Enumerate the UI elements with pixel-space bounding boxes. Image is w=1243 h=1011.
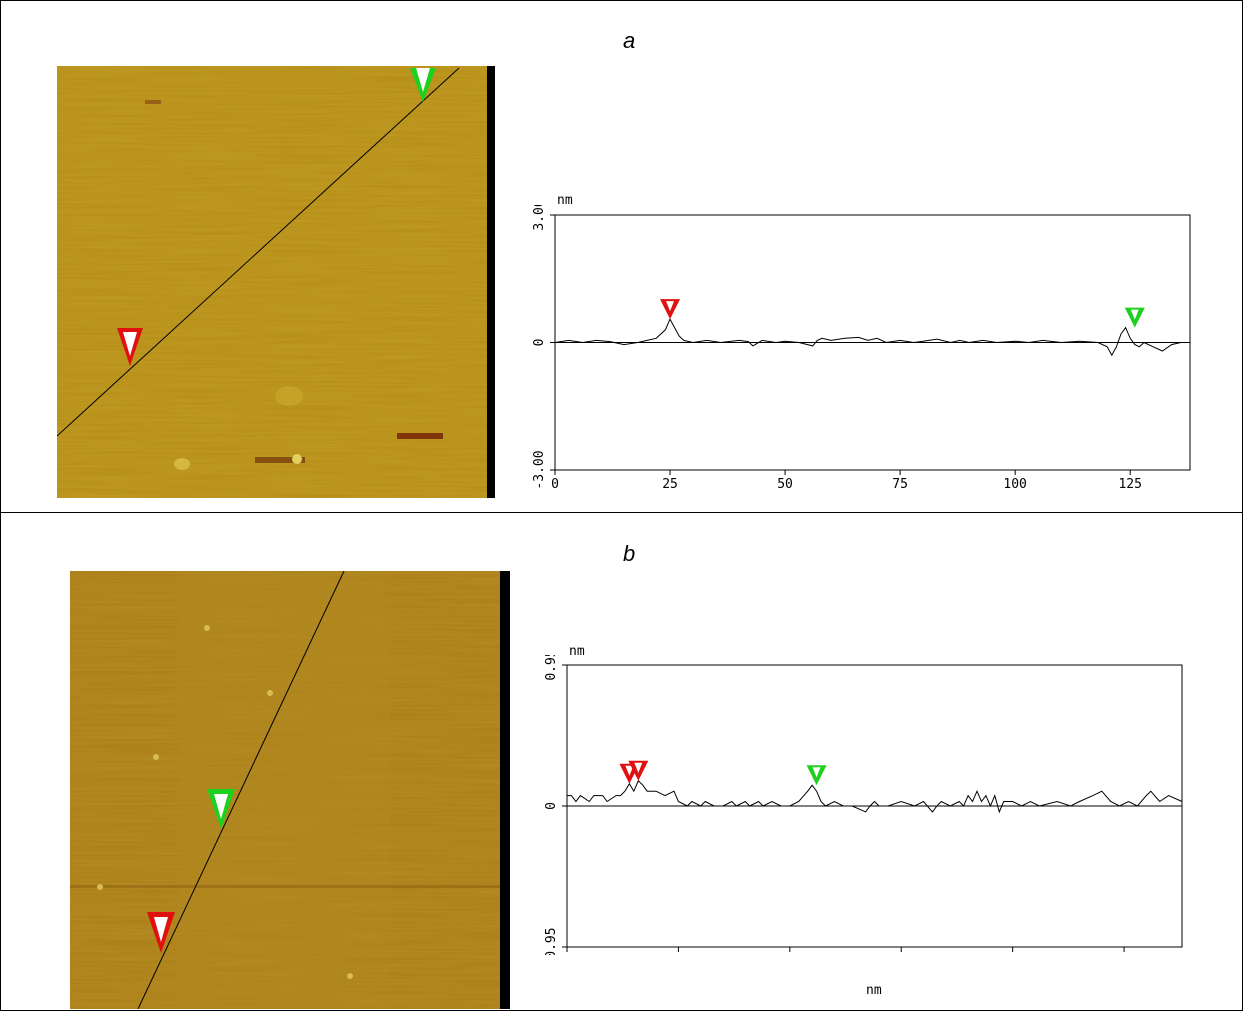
chart-b-xtick-label: 25 bbox=[671, 954, 687, 955]
profile-chart-a: 3.00 0 -3.00 0 25 50 75 100 125 bbox=[520, 205, 1200, 505]
chart-a-xtick-label: 50 bbox=[777, 477, 793, 492]
chart-b-xtick-label: 0 bbox=[563, 954, 571, 955]
chart-a-xtick-label: 25 bbox=[662, 477, 678, 492]
afm-image-a bbox=[57, 66, 495, 498]
profile-chart-b: 0.95 0 -0.95 0 25 50 75 100 125 bbox=[520, 655, 1200, 955]
chart-b-xtick-label: 100 bbox=[1001, 954, 1024, 955]
chart-a-xtick-label: 75 bbox=[892, 477, 908, 492]
afm-image-b bbox=[70, 571, 510, 1009]
panel-a-label: a bbox=[623, 28, 635, 54]
chart-a-ytick-label: 0 bbox=[532, 339, 547, 347]
chart-a-ytick-label: 3.00 bbox=[532, 205, 547, 231]
chart-b-xtick-label: 125 bbox=[1112, 954, 1135, 955]
chart-a-xtick-label: 100 bbox=[1003, 477, 1026, 492]
chart-b-ytick-label: 0.95 bbox=[544, 655, 559, 681]
panel-b-label: b bbox=[623, 541, 635, 567]
chart-b-xtick-label: 75 bbox=[893, 954, 909, 955]
chart-a-xtick-label: 125 bbox=[1118, 477, 1141, 492]
chart-b-ytick-label: 0 bbox=[544, 802, 559, 810]
panel-divider bbox=[0, 512, 1243, 513]
chart-b-xlabel: nm bbox=[866, 983, 882, 998]
chart-a-xtick-label: 0 bbox=[551, 477, 559, 492]
chart-a-ytick-label: -3.00 bbox=[532, 450, 547, 489]
chart-b-ytick-label: -0.95 bbox=[544, 927, 559, 955]
chart-b-xtick-label: 50 bbox=[782, 954, 798, 955]
